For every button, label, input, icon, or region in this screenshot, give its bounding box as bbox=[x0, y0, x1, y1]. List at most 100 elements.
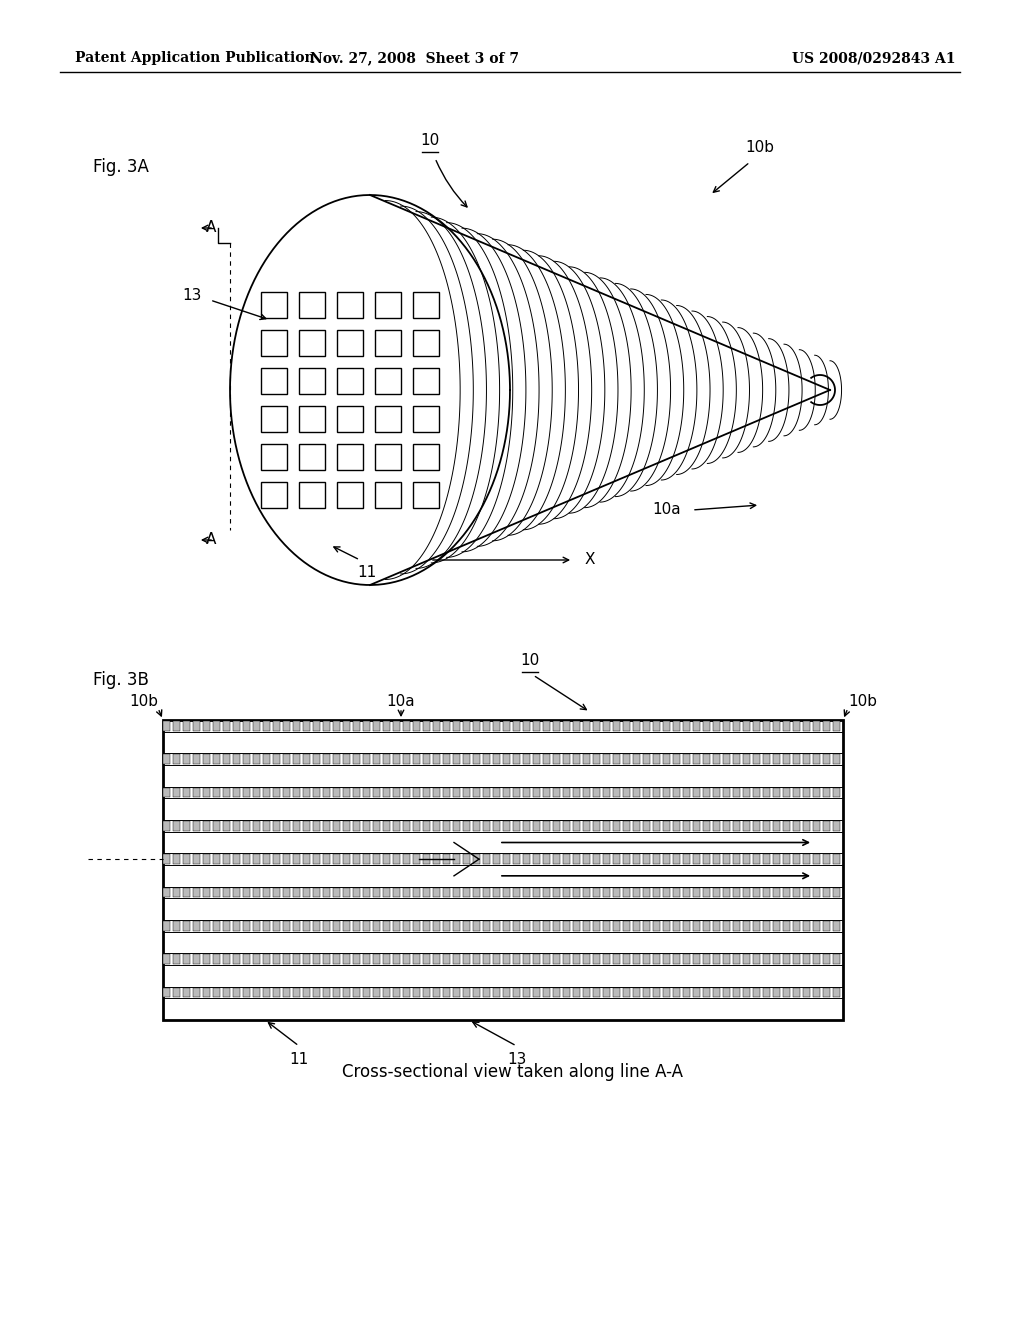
Bar bbox=[753, 854, 760, 865]
Bar bbox=[783, 854, 790, 865]
Bar bbox=[343, 921, 350, 931]
Bar bbox=[293, 854, 300, 865]
Bar bbox=[453, 721, 460, 731]
Text: 10: 10 bbox=[421, 133, 439, 148]
Bar bbox=[313, 887, 319, 898]
Bar bbox=[613, 854, 620, 865]
Bar bbox=[433, 887, 440, 898]
Bar bbox=[163, 954, 170, 964]
Bar bbox=[813, 854, 820, 865]
Bar bbox=[503, 721, 510, 731]
Bar bbox=[833, 721, 840, 731]
Bar bbox=[403, 821, 410, 830]
Bar bbox=[563, 987, 570, 998]
Bar bbox=[493, 788, 500, 797]
Bar bbox=[273, 921, 280, 931]
Bar bbox=[253, 721, 260, 731]
Bar bbox=[463, 887, 470, 898]
Bar bbox=[261, 292, 287, 318]
Bar bbox=[463, 854, 470, 865]
Bar bbox=[543, 821, 550, 830]
Bar bbox=[553, 821, 560, 830]
Bar bbox=[763, 754, 770, 764]
Bar bbox=[783, 987, 790, 998]
Bar bbox=[553, 721, 560, 731]
Bar bbox=[333, 854, 340, 865]
Bar bbox=[299, 482, 325, 508]
Bar bbox=[663, 954, 670, 964]
Bar bbox=[643, 754, 650, 764]
Bar bbox=[375, 444, 401, 470]
Bar bbox=[523, 921, 530, 931]
Bar bbox=[543, 921, 550, 931]
Bar bbox=[683, 887, 690, 898]
Bar bbox=[263, 954, 270, 964]
Bar bbox=[163, 921, 170, 931]
Bar bbox=[183, 954, 190, 964]
Bar bbox=[243, 788, 250, 797]
Bar bbox=[213, 721, 220, 731]
Bar bbox=[473, 854, 480, 865]
Bar bbox=[803, 821, 810, 830]
Bar bbox=[243, 821, 250, 830]
Text: 13: 13 bbox=[507, 1052, 526, 1067]
Bar bbox=[723, 921, 730, 931]
Bar bbox=[273, 788, 280, 797]
Bar bbox=[253, 821, 260, 830]
Bar bbox=[375, 368, 401, 393]
Bar bbox=[773, 788, 780, 797]
Bar bbox=[413, 721, 420, 731]
Bar bbox=[773, 954, 780, 964]
Bar bbox=[273, 854, 280, 865]
Bar bbox=[223, 754, 230, 764]
Bar bbox=[283, 987, 290, 998]
Bar bbox=[823, 854, 830, 865]
Bar bbox=[633, 821, 640, 830]
Bar bbox=[723, 954, 730, 964]
Bar bbox=[163, 887, 170, 898]
Bar bbox=[193, 821, 200, 830]
Bar bbox=[423, 721, 430, 731]
Bar bbox=[173, 854, 180, 865]
Bar bbox=[613, 954, 620, 964]
Bar bbox=[203, 954, 210, 964]
Bar bbox=[233, 921, 240, 931]
Bar bbox=[303, 854, 310, 865]
Bar bbox=[633, 954, 640, 964]
Bar bbox=[453, 854, 460, 865]
Bar bbox=[653, 754, 660, 764]
Bar bbox=[173, 954, 180, 964]
Bar bbox=[473, 754, 480, 764]
Bar bbox=[613, 921, 620, 931]
Bar bbox=[473, 721, 480, 731]
Bar bbox=[362, 721, 370, 731]
Bar bbox=[673, 887, 680, 898]
Bar bbox=[823, 754, 830, 764]
Bar bbox=[383, 721, 390, 731]
Bar bbox=[603, 887, 610, 898]
Bar bbox=[653, 821, 660, 830]
Bar bbox=[483, 854, 490, 865]
Bar bbox=[573, 921, 580, 931]
Bar bbox=[573, 754, 580, 764]
Bar bbox=[383, 854, 390, 865]
Bar bbox=[273, 754, 280, 764]
Bar bbox=[293, 921, 300, 931]
Bar bbox=[433, 954, 440, 964]
Bar bbox=[623, 721, 630, 731]
Bar bbox=[803, 954, 810, 964]
Bar bbox=[643, 987, 650, 998]
Bar bbox=[703, 921, 710, 931]
Bar bbox=[603, 821, 610, 830]
Bar bbox=[543, 854, 550, 865]
Bar bbox=[233, 721, 240, 731]
Bar bbox=[362, 921, 370, 931]
Bar bbox=[523, 887, 530, 898]
Bar bbox=[593, 754, 600, 764]
Bar bbox=[423, 887, 430, 898]
Bar bbox=[623, 788, 630, 797]
Bar bbox=[813, 754, 820, 764]
Bar bbox=[713, 854, 720, 865]
Text: A: A bbox=[206, 220, 216, 235]
Bar bbox=[233, 821, 240, 830]
